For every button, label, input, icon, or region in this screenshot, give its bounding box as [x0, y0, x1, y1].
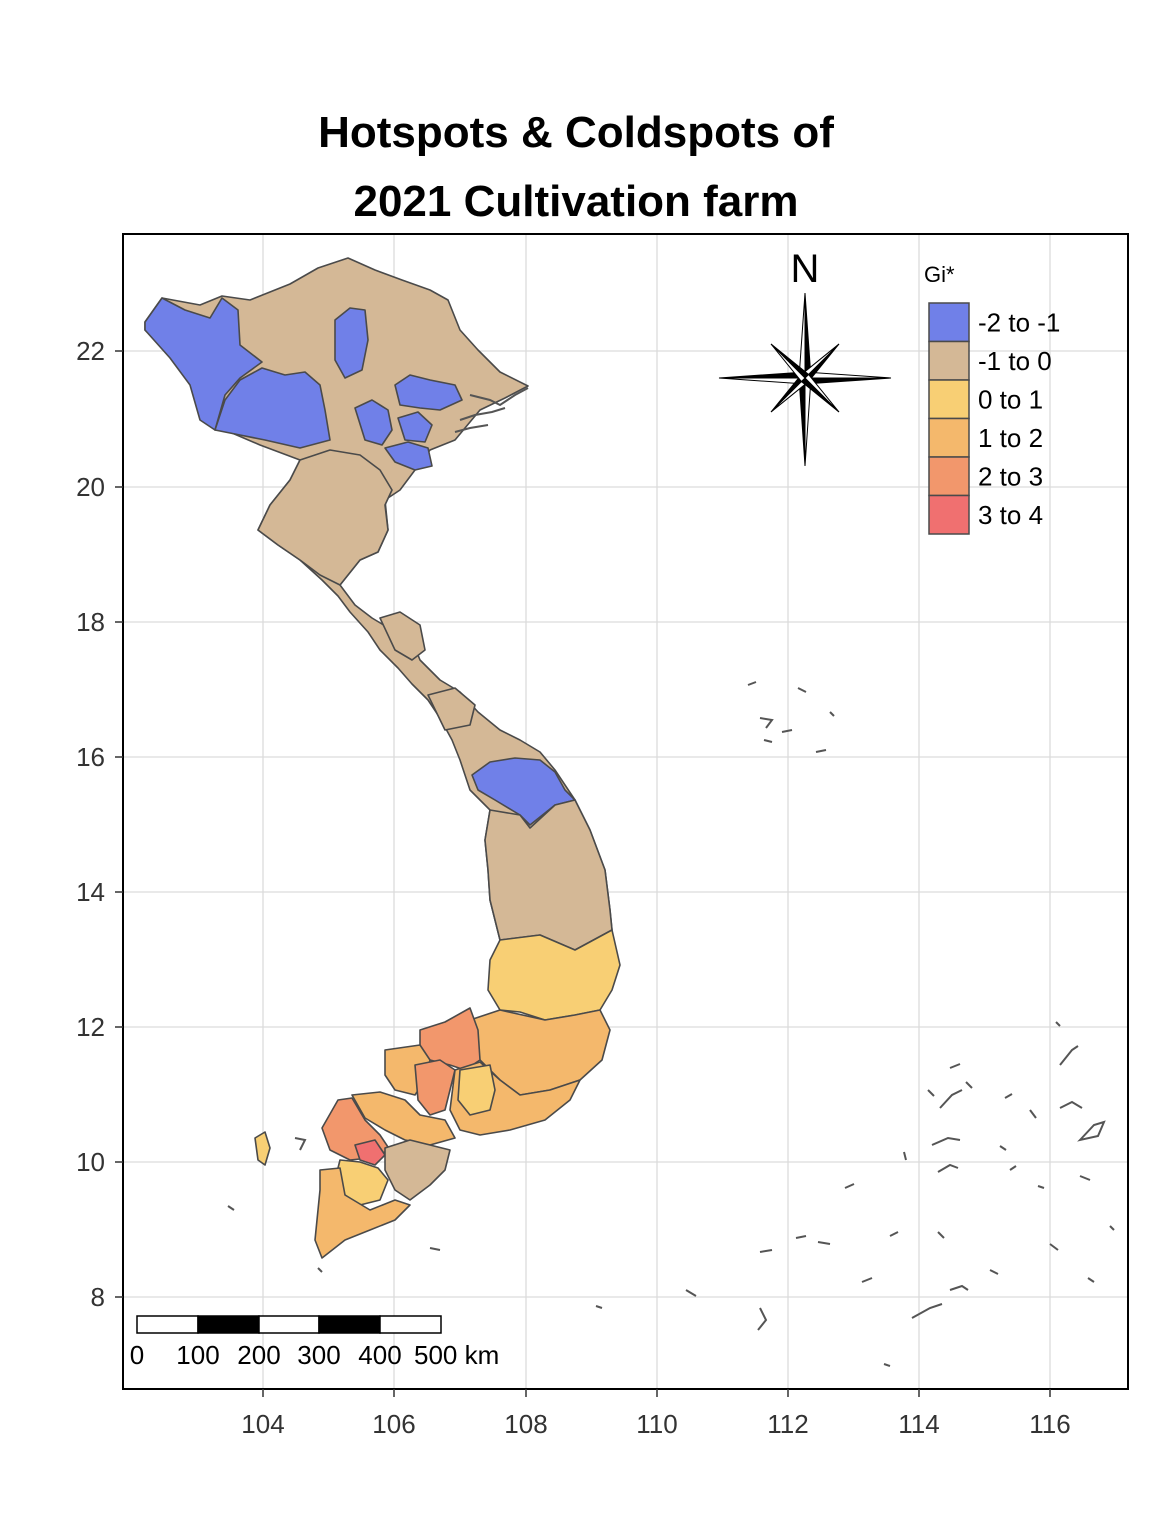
y-tick-label: 8	[91, 1282, 105, 1312]
scale-bar: 0 100 200 300 400 500 km	[130, 1315, 499, 1370]
province-region	[487, 929, 621, 1021]
x-tick-label: 106	[372, 1409, 415, 1439]
x-tick-label: 116	[1029, 1409, 1070, 1439]
province-region	[414, 1059, 456, 1116]
scale-label: 0	[130, 1340, 144, 1370]
scale-label: 100	[176, 1340, 219, 1370]
legend-label: 3 to 4	[978, 500, 1043, 530]
province-region	[354, 399, 393, 446]
province-region	[457, 1064, 496, 1116]
province-region	[351, 1091, 456, 1146]
province-region	[254, 1131, 271, 1166]
y-tick-label: 16	[76, 742, 105, 772]
legend-label: 0 to 1	[978, 384, 1043, 414]
legend-swatch	[928, 494, 970, 535]
province-region	[397, 411, 433, 443]
legend-title: Gi*	[924, 262, 955, 287]
legend-swatch	[928, 417, 970, 458]
north-arrow: N	[718, 247, 892, 467]
map-title-line-1: Hotspots & Coldspots of	[318, 108, 834, 157]
province-region	[144, 297, 263, 431]
y-axis	[115, 350, 123, 1298]
scale-label: 300	[297, 1340, 340, 1370]
province-region	[214, 367, 331, 449]
x-tick-label: 110	[636, 1409, 677, 1439]
legend-swatch	[928, 379, 970, 420]
legend-label: 1 to 2	[978, 423, 1043, 453]
province-region	[384, 441, 433, 471]
y-tick-label: 10	[76, 1147, 105, 1177]
x-tick-label: 104	[241, 1409, 284, 1439]
legend-label: -1 to 0	[978, 346, 1052, 376]
province-region	[257, 449, 393, 586]
y-tick-label: 22	[76, 336, 105, 366]
scale-label: 200	[237, 1340, 280, 1370]
legend-swatch	[928, 456, 970, 497]
legend-label: -2 to -1	[978, 307, 1060, 337]
legend-swatch	[928, 302, 970, 343]
province-region	[484, 799, 613, 951]
x-tick-label: 112	[767, 1409, 808, 1439]
island-outlines	[227, 387, 1115, 1367]
province-region	[394, 374, 463, 411]
province-layer	[144, 257, 621, 1259]
map-title-line-2: 2021 Cultivation farm	[353, 177, 799, 226]
x-tick-label: 108	[504, 1409, 547, 1439]
y-tick-label: 14	[76, 877, 105, 907]
province-region	[334, 307, 369, 379]
legend-label: 2 to 3	[978, 461, 1043, 491]
x-axis	[262, 1389, 1051, 1397]
y-tick-label: 18	[76, 607, 105, 637]
province-region	[384, 1139, 451, 1201]
province-region	[467, 1009, 611, 1096]
scale-label: 500 km	[414, 1340, 499, 1370]
x-tick-label: 114	[898, 1409, 939, 1439]
y-tick-label: 12	[76, 1012, 105, 1042]
province-region	[427, 687, 476, 731]
legend-swatch	[928, 340, 970, 381]
y-tick-label: 20	[76, 472, 105, 502]
north-label: N	[791, 247, 820, 291]
province-region	[314, 1167, 411, 1259]
scale-label: 400	[358, 1340, 401, 1370]
panel-border	[122, 233, 1129, 1390]
legend: Gi* -2 to -1 -1 to 0 0 to 1 1 to 2 2 to 3 3 t…	[924, 262, 1060, 535]
province-region	[354, 1139, 386, 1166]
province-region	[379, 611, 426, 661]
